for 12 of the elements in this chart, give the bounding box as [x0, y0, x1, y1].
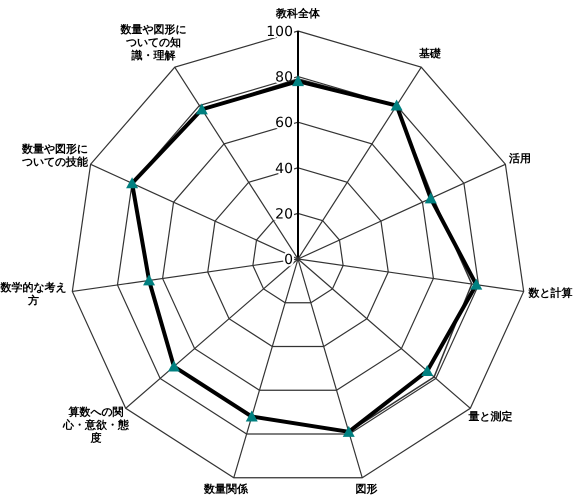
spoke-label: 教科全体 — [276, 7, 320, 20]
spoke-label: 数量関係 — [204, 482, 248, 496]
spoke-label: 算数への関心・意欲・態度 — [62, 404, 130, 444]
spoke-label: 活用 — [508, 152, 531, 165]
spoke-label: 図形 — [356, 482, 378, 496]
spoke-label: 量と測定 — [468, 409, 513, 422]
spoke-label: 数量や図形についての技能 — [21, 142, 90, 169]
y-tick-label: 100 — [266, 24, 293, 40]
spoke-label: 数と計算 — [528, 286, 572, 300]
spoke-label: 数量や図形についての知識・理解 — [120, 22, 188, 62]
spoke-label: 基礎 — [418, 46, 441, 60]
spoke-label: 数学的な考え方 — [0, 281, 68, 308]
